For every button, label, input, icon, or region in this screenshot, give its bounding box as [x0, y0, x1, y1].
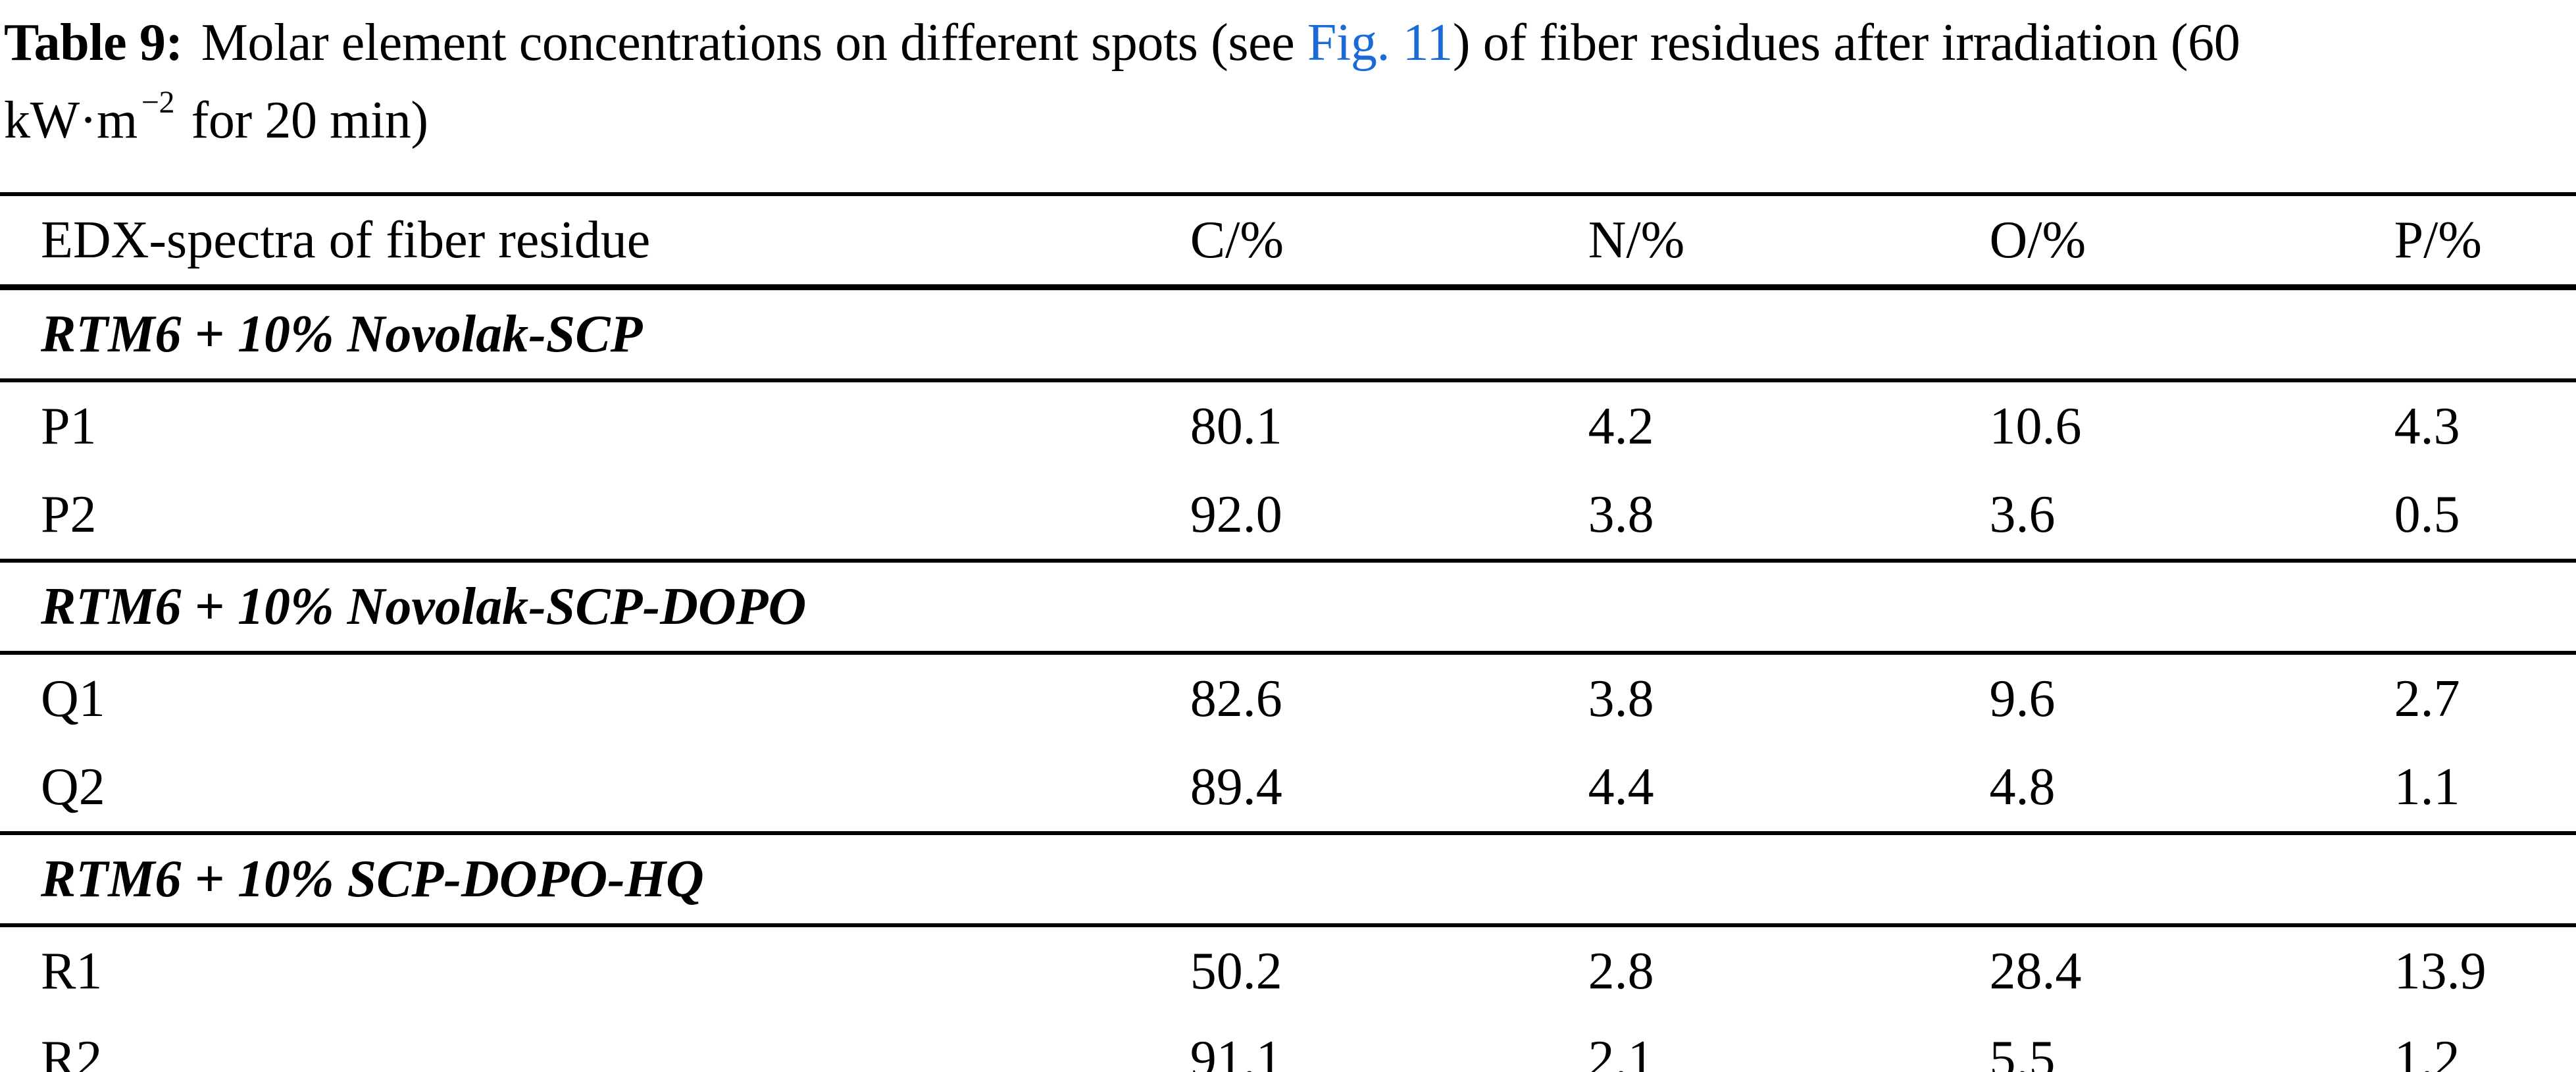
cell-o: 28.4 — [1989, 942, 2082, 1000]
section-header-label: RTM6 + 10% Novolak-SCP-DOPO — [41, 578, 807, 636]
cell-o: 3.6 — [1989, 486, 2056, 544]
cell-p: 0.5 — [2394, 486, 2460, 544]
cell-p: 1.1 — [2394, 758, 2460, 816]
column-header-carbon: C/% — [1190, 211, 1284, 269]
cell-c: 92.0 — [1190, 486, 1282, 544]
row-label: P1 — [41, 397, 97, 455]
column-header-oxygen: O/% — [1989, 211, 2086, 269]
section-header-label: RTM6 + 10% SCP-DOPO-HQ — [41, 850, 704, 908]
cell-c: 82.6 — [1190, 670, 1282, 728]
cell-n: 4.2 — [1588, 397, 1654, 455]
cell-c: 80.1 — [1190, 397, 1282, 455]
column-header-phosphorus: P/% — [2394, 211, 2482, 269]
caption-unit-exponent: −2 — [141, 85, 175, 120]
row-label: P2 — [41, 486, 97, 544]
column-header-nitrogen: N/% — [1588, 211, 1685, 269]
table-row-q1: Q1 82.6 3.8 9.6 2.7 — [0, 653, 2576, 743]
caption-line2-rest: for 20 min) — [178, 91, 428, 149]
row-label: R1 — [41, 942, 103, 1000]
caption-label: Table 9: — [4, 14, 183, 72]
cell-p: 13.9 — [2394, 942, 2487, 1000]
row-label: Q2 — [41, 758, 105, 816]
table-row-q2: Q2 89.4 4.4 4.8 1.1 — [0, 743, 2576, 833]
cell-o: 9.6 — [1989, 670, 2056, 728]
caption-text-before-link: Molar element concentrations on differen… — [201, 14, 1307, 72]
cell-c: 91.1 — [1190, 1031, 1282, 1072]
cell-n: 2.8 — [1588, 942, 1654, 1000]
cell-p: 2.7 — [2394, 670, 2460, 728]
edx-results-table: EDX-spectra of fiber residue C/% N/% O/%… — [0, 192, 2576, 1072]
section-header-label: RTM6 + 10% Novolak-SCP — [41, 305, 643, 363]
cell-c: 89.4 — [1190, 758, 1282, 816]
cell-o: 10.6 — [1989, 397, 2082, 455]
cell-o: 4.8 — [1989, 758, 2056, 816]
row-label: Q1 — [41, 670, 105, 728]
cell-c: 50.2 — [1190, 942, 1282, 1000]
table-row-p1: P1 80.1 4.2 10.6 4.3 — [0, 380, 2576, 471]
cell-n: 2.1 — [1588, 1031, 1654, 1072]
row-label: R2 — [41, 1031, 103, 1072]
caption-line-1: Table 9: Molar element concentrations on … — [4, 4, 2572, 82]
header-row: EDX-spectra of fiber residue C/% N/% O/%… — [0, 194, 2576, 288]
section-header-row-novolak-scp-dopo: RTM6 + 10% Novolak-SCP-DOPO — [0, 561, 2576, 653]
section-header-row-novolak-scp: RTM6 + 10% Novolak-SCP — [0, 287, 2576, 380]
cell-p: 4.3 — [2394, 397, 2460, 455]
table-row-p2: P2 92.0 3.8 3.6 0.5 — [0, 471, 2576, 561]
cell-o: 5.5 — [1989, 1031, 2056, 1072]
cell-n: 4.4 — [1588, 758, 1654, 816]
figure-11-link[interactable]: Fig. 11 — [1307, 14, 1453, 72]
column-header-residue: EDX-spectra of fiber residue — [41, 211, 651, 269]
caption-text-after-link: ) of fiber residues after irradiation (6… — [1452, 14, 2240, 72]
cell-n: 3.8 — [1588, 486, 1654, 544]
caption-unit-base: kW·m — [4, 91, 138, 149]
cell-n: 3.8 — [1588, 670, 1654, 728]
cell-p: 1.2 — [2394, 1031, 2460, 1072]
table-row-r1: R1 50.2 2.8 28.4 13.9 — [0, 925, 2576, 1015]
caption-line-2: kW·m −2 for 20 min) — [4, 82, 2572, 159]
table-caption: Table 9: Molar element concentrations on … — [0, 0, 2576, 159]
section-header-row-scp-dopo-hq: RTM6 + 10% SCP-DOPO-HQ — [0, 833, 2576, 925]
table-row-r2: R2 91.1 2.1 5.5 1.2 — [0, 1015, 2576, 1072]
